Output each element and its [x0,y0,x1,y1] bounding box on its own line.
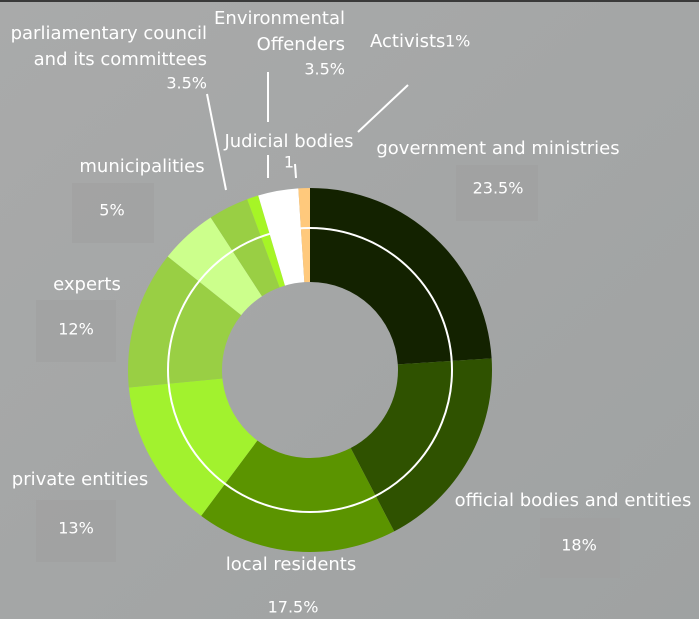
value-label: 1% [445,32,470,51]
category-label: government and ministries [376,138,619,159]
label-box [72,183,154,243]
category-label: experts [53,274,121,295]
leader-line [206,93,227,191]
value-label: 1 [284,153,294,172]
slice [310,188,492,365]
top-border [0,0,699,2]
category-label: private entities [12,469,148,490]
slice [258,188,305,286]
value-label: 3.5% [166,74,207,93]
label-boxes [36,165,620,578]
slice [350,358,492,532]
label-box [540,518,620,578]
category-line: and its committees [34,49,207,70]
category-line: Offenders [257,34,345,55]
label-box [36,300,116,362]
leader-line [294,163,297,179]
value-label: 17.5% [268,598,319,617]
label-box [456,165,538,221]
slice [201,440,395,552]
inner-ring [167,227,453,513]
value-label: 5% [99,201,124,220]
slice [298,188,310,283]
value-label: 13% [58,519,94,538]
category-label: local residents [226,554,356,575]
value-label: 12% [58,320,94,339]
category-label: parliamentary council and its committees [11,23,207,70]
category-line: Environmental [214,8,345,29]
category-line: parliamentary council [11,23,207,44]
value-label: 23.5% [473,179,524,198]
category-label: Judicial bodies [223,131,353,152]
slice [247,195,285,288]
value-label: 18% [561,536,597,555]
category-label: municipalities [79,156,204,177]
slice [167,217,262,316]
label-box [36,500,116,562]
category-label: official bodies and entities [455,490,692,511]
slice [128,378,258,516]
value-label: 3.5% [304,60,345,79]
slice [128,256,242,388]
category-label: Activists [370,31,445,52]
category-label: Environmental Offenders [214,8,345,55]
slice [210,199,280,297]
leader-line [357,84,409,133]
